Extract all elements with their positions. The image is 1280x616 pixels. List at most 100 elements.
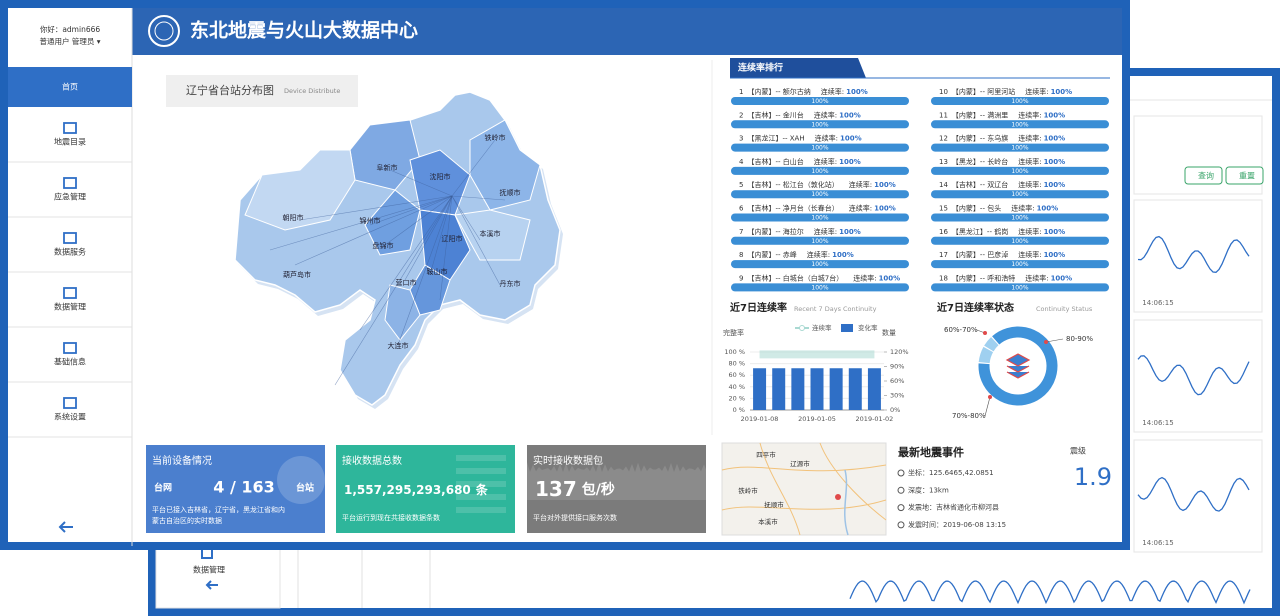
metric-label: 连续率: bbox=[849, 180, 872, 189]
row-icon bbox=[897, 469, 905, 477]
collapse-arrow[interactable] bbox=[58, 521, 73, 533]
card-note: 平台对外提供接口服务次数 bbox=[533, 513, 617, 522]
menu-icon[interactable] bbox=[63, 287, 77, 299]
rank: 7 bbox=[739, 228, 743, 236]
legend-label: 变化率 bbox=[858, 323, 878, 332]
back-time: 14:06:15 bbox=[1142, 419, 1173, 427]
metric-value: 100% bbox=[874, 205, 896, 213]
metric-label: 连续率: bbox=[1011, 204, 1034, 213]
ranking-row: 9 【吉林】-- 白城台（白城7台） 连续率: 100% bbox=[739, 273, 900, 282]
bar bbox=[731, 97, 909, 105]
ranking-row: 13 【黑龙】-- 长岭台 连续率: 100% bbox=[939, 157, 1065, 166]
back-button[interactable] bbox=[1184, 166, 1223, 185]
slice-label: 70%-80% bbox=[952, 412, 986, 420]
bar bbox=[931, 190, 1109, 199]
card-value: 1,557,295,293,680 bbox=[344, 483, 471, 497]
menu-item-active[interactable] bbox=[8, 67, 132, 107]
ranking-row: 15 【内蒙】-- 包头 连续率: 100% bbox=[939, 204, 1058, 213]
ranking-tab bbox=[730, 58, 866, 78]
station-link bbox=[439, 195, 453, 301]
metric-label: 连续率: bbox=[814, 157, 837, 166]
metric-label: 连续率: bbox=[1018, 134, 1041, 143]
magnitude-value: 1.9 bbox=[1074, 463, 1112, 491]
pie-slice bbox=[978, 346, 994, 364]
rank: 14 bbox=[939, 181, 948, 189]
rank: 1 bbox=[739, 88, 743, 96]
station-name: 【吉林】-- 净月台（长春台） bbox=[747, 204, 838, 213]
bar bbox=[848, 368, 862, 410]
city-label: 锦州市 bbox=[360, 216, 381, 225]
leader-dot bbox=[988, 395, 992, 399]
rank: 13 bbox=[939, 158, 948, 166]
row-icon bbox=[897, 486, 905, 494]
bar bbox=[829, 368, 843, 410]
back-button-label: 查询 bbox=[1198, 171, 1214, 181]
back-chart-panel bbox=[1133, 319, 1263, 433]
ranking-row: 8 【内蒙】-- 赤峰 连续率: 100% bbox=[739, 250, 854, 259]
map-road bbox=[759, 442, 801, 536]
back-button[interactable] bbox=[1225, 166, 1264, 185]
bar-label: 100% bbox=[811, 98, 828, 105]
station-link bbox=[269, 195, 453, 251]
map-water bbox=[844, 469, 849, 536]
y-tick-label: 80 % bbox=[728, 360, 745, 368]
y2-tick-label: 90% bbox=[890, 363, 904, 371]
ranking-row: 11 【内蒙】-- 满洲里 连续率: 100% bbox=[939, 110, 1065, 119]
map-label: 铁岭市 bbox=[738, 486, 758, 495]
card-deco bbox=[456, 468, 506, 474]
card bbox=[146, 445, 325, 533]
menu-icon[interactable] bbox=[63, 177, 77, 189]
card-unit: 条 bbox=[475, 482, 489, 497]
card-note: 平台运行到现在共接收数据条数 bbox=[342, 513, 440, 522]
header-title: 东北地震与火山大数据中心 bbox=[190, 19, 418, 42]
bar bbox=[731, 166, 909, 175]
metric-label: 连续率: bbox=[1018, 180, 1041, 189]
slice-label: 80-90% bbox=[1066, 335, 1093, 343]
menu-icon[interactable] bbox=[63, 232, 77, 244]
bar bbox=[931, 213, 1109, 222]
metric-value: 100% bbox=[879, 274, 901, 282]
city-label: 葫芦岛市 bbox=[283, 270, 311, 279]
ranking-row: 12 【内蒙】-- 东乌旗 连续率: 100% bbox=[939, 134, 1065, 143]
menu-item: 地震目录 bbox=[54, 137, 86, 147]
station-link bbox=[451, 195, 501, 286]
quake-map bbox=[721, 442, 887, 536]
metric-value: 100% bbox=[840, 135, 862, 143]
bar-label: 100% bbox=[1011, 284, 1028, 291]
back-collapse-arrow[interactable] bbox=[205, 580, 218, 590]
menu-item: 数据管理 bbox=[54, 302, 86, 312]
map-road bbox=[721, 464, 887, 472]
bar bbox=[931, 143, 1109, 152]
legend-label: 连续率 bbox=[812, 323, 832, 332]
metric-value: 100% bbox=[1044, 158, 1066, 166]
card-deco bbox=[456, 507, 506, 513]
bar bbox=[731, 260, 909, 269]
bar-label: 100% bbox=[1011, 121, 1028, 128]
bar-label: 100% bbox=[811, 238, 828, 245]
bar-label: 100% bbox=[1011, 145, 1028, 152]
quake-title: 最新地震事件 bbox=[898, 445, 964, 459]
bar bbox=[731, 120, 909, 129]
bar-label: 100% bbox=[1011, 238, 1028, 245]
card-value-line: 137 包/秒 bbox=[535, 477, 615, 501]
bar-label: 100% bbox=[1011, 191, 1028, 198]
bar-label: 100% bbox=[1011, 98, 1028, 105]
menu-item: 基础信息 bbox=[54, 357, 86, 367]
bar bbox=[931, 120, 1109, 129]
rank: 16 bbox=[939, 228, 948, 236]
menu-icon[interactable] bbox=[63, 397, 77, 409]
map-road bbox=[721, 499, 887, 511]
menu-icon[interactable] bbox=[63, 342, 77, 354]
ranking-row: 16 【黑龙江】-- 鹤岗 连续率: 100% bbox=[939, 227, 1065, 236]
card-deco bbox=[456, 481, 506, 487]
user-greeting: 你好：admin666 bbox=[40, 24, 101, 34]
station-link bbox=[451, 195, 481, 241]
rank: 17 bbox=[939, 251, 948, 259]
metric-value: 100% bbox=[1044, 111, 1066, 119]
map-region bbox=[244, 149, 356, 231]
rank: 12 bbox=[939, 135, 948, 143]
menu-icon[interactable] bbox=[63, 122, 77, 134]
station-name: 【黑龙江】-- 鹤岗 bbox=[952, 227, 1008, 236]
bar-label: 100% bbox=[1011, 215, 1028, 222]
